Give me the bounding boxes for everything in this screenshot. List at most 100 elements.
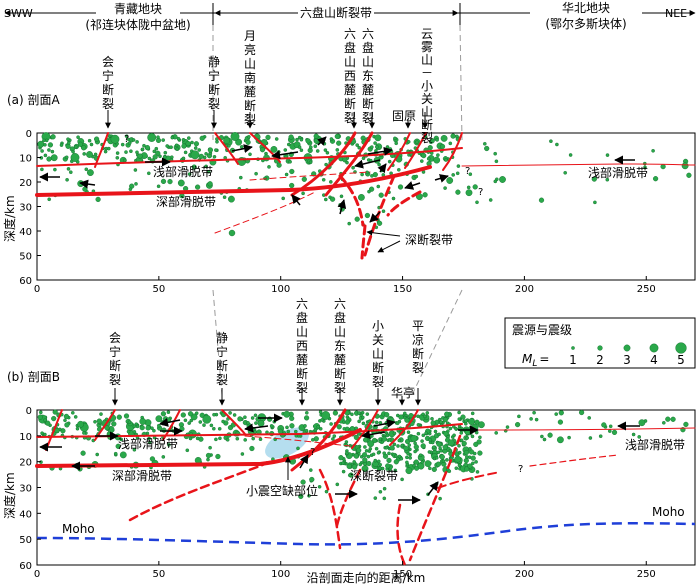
- x-axis-label: 沿剖面走向的距离/km: [307, 570, 426, 585]
- hypocenter: [87, 169, 94, 177]
- hypocenter: [340, 461, 345, 466]
- fault-label-jingning-b: 静宁断裂: [216, 331, 228, 387]
- hypocenter: [363, 437, 369, 443]
- hypocenter: [113, 451, 118, 456]
- hypocenter: [89, 142, 94, 147]
- y-tick-label: 30: [19, 203, 32, 214]
- hypocenter: [170, 135, 175, 140]
- hypocenter: [387, 451, 391, 456]
- hypocenter: [373, 458, 378, 463]
- hypocenter: [385, 145, 390, 149]
- svg-text:静宁断裂: 静宁断裂: [208, 55, 220, 111]
- hypocenter: [377, 162, 381, 167]
- hypocenter: [346, 463, 352, 470]
- hypocenter: [135, 140, 139, 144]
- hypocenter: [465, 436, 470, 440]
- hypocenter: [217, 426, 222, 431]
- hypocenter: [296, 446, 300, 451]
- panel-b: (b) 剖面B 会宁断裂 静宁断裂 六盘山西麓断裂 六盘山东麓断裂 小关山断裂 …: [7, 297, 696, 580]
- hypocenter: [587, 416, 592, 420]
- hypocenter: [115, 151, 120, 155]
- hypocenter: [475, 200, 479, 205]
- hypocenter: [363, 445, 367, 449]
- fault-label-liupan-west-b: 六盘山西麓断裂: [296, 297, 308, 395]
- hypocenter: [221, 419, 225, 424]
- hypocenter: [420, 460, 425, 465]
- hypocenter: [167, 443, 171, 447]
- legend-magnitude-label: 1: [569, 353, 577, 367]
- hypocenter: [315, 149, 320, 153]
- hypocenter: [77, 420, 85, 428]
- hypocenter: [191, 164, 197, 170]
- hypocenter: [418, 453, 423, 458]
- hypocenter: [578, 409, 585, 416]
- hypocenter: [298, 493, 304, 500]
- x-tick-label: 50: [152, 284, 165, 295]
- hypocenter: [133, 168, 138, 172]
- hypocenter: [66, 167, 71, 171]
- hypocenter: [605, 177, 610, 182]
- hypocenter: [336, 424, 342, 430]
- hypocenter: [274, 137, 279, 141]
- hypocenter: [366, 454, 371, 459]
- hypocenter: [549, 139, 553, 143]
- y-tick-label: 20: [19, 178, 32, 189]
- hypocenter: [212, 412, 216, 417]
- hypocenter: [444, 411, 450, 417]
- hypocenter: [111, 421, 117, 427]
- fault-label-xiaoguan-b: 小关山断裂: [372, 319, 384, 389]
- hypocenter: [405, 467, 413, 475]
- hypocenter: [254, 421, 258, 425]
- hypocenter: [240, 452, 245, 456]
- hypocenter: [413, 444, 419, 450]
- hypocenter: [288, 159, 292, 164]
- hypocenter: [301, 191, 305, 196]
- hypocenter: [435, 138, 439, 142]
- hypocenter: [457, 410, 461, 415]
- hypocenter: [358, 462, 363, 467]
- hypocenter: [82, 152, 86, 156]
- hypocenter: [397, 438, 402, 443]
- hypocenter: [376, 450, 381, 455]
- hypocenter: [608, 424, 613, 429]
- hypocenter: [47, 142, 54, 148]
- x-tick-label: 250: [637, 284, 656, 295]
- hypocenter: [313, 428, 318, 432]
- hypocenter: [185, 448, 190, 453]
- hypocenter: [317, 484, 322, 489]
- hypocenter: [433, 429, 438, 434]
- hypocenter: [470, 455, 476, 461]
- hypocenter: [425, 411, 430, 415]
- x-tick-label: 100: [271, 569, 290, 580]
- hypocenter: [335, 148, 340, 152]
- hypocenter: [593, 200, 597, 205]
- hypocenter: [158, 154, 162, 159]
- hypocenter: [145, 425, 151, 431]
- hypocenter: [554, 412, 559, 416]
- hypocenter: [416, 431, 421, 436]
- hypocenter: [601, 422, 607, 428]
- panel-b-axes: 0 50 100 150 200 250 0 10 20 30 40 50 60: [19, 406, 656, 580]
- panel-a-arrows: [39, 136, 635, 223]
- hypocenter: [382, 486, 387, 491]
- hypocenter: [362, 452, 368, 458]
- moho-label-west: Moho: [62, 522, 95, 536]
- hypocenter: [202, 423, 206, 427]
- hypocenter: [371, 452, 376, 457]
- hypocenter: [472, 184, 478, 190]
- hypocenter: [212, 154, 217, 159]
- hypocenter: [353, 434, 360, 441]
- hypocenter: [206, 169, 211, 174]
- panel-a-question-2: ?: [465, 166, 470, 177]
- hypocenter: [437, 432, 441, 437]
- block-right-subtitle: (鄂尔多斯块体): [545, 16, 626, 31]
- hypocenter: [45, 420, 51, 426]
- hypocenter: [99, 412, 103, 416]
- hypocenter: [222, 195, 227, 199]
- hypocenter: [567, 435, 571, 440]
- panel-a-shallow-detachment-west: 浅部滑脱带: [153, 164, 213, 179]
- hypocenter: [190, 140, 194, 145]
- hypocenter: [341, 469, 346, 474]
- hypocenter: [410, 434, 418, 442]
- hypocenter: [547, 432, 553, 438]
